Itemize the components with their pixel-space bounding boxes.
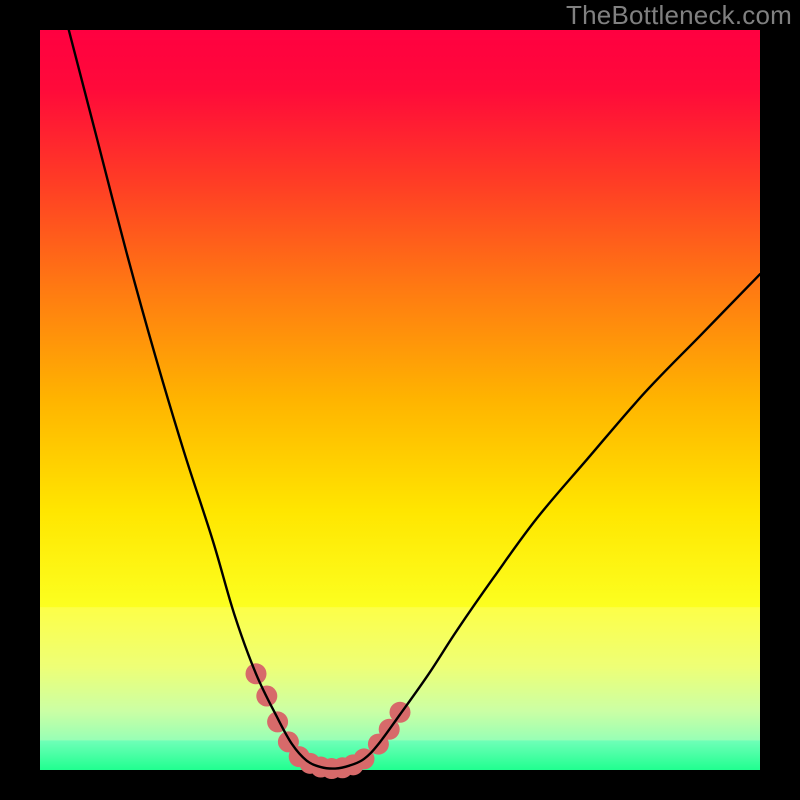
watermark-text: TheBottleneck.com: [566, 0, 792, 31]
chart-stage: TheBottleneck.com: [0, 0, 800, 800]
bottleneck-chart: [0, 0, 800, 800]
curve-marker: [267, 711, 288, 732]
